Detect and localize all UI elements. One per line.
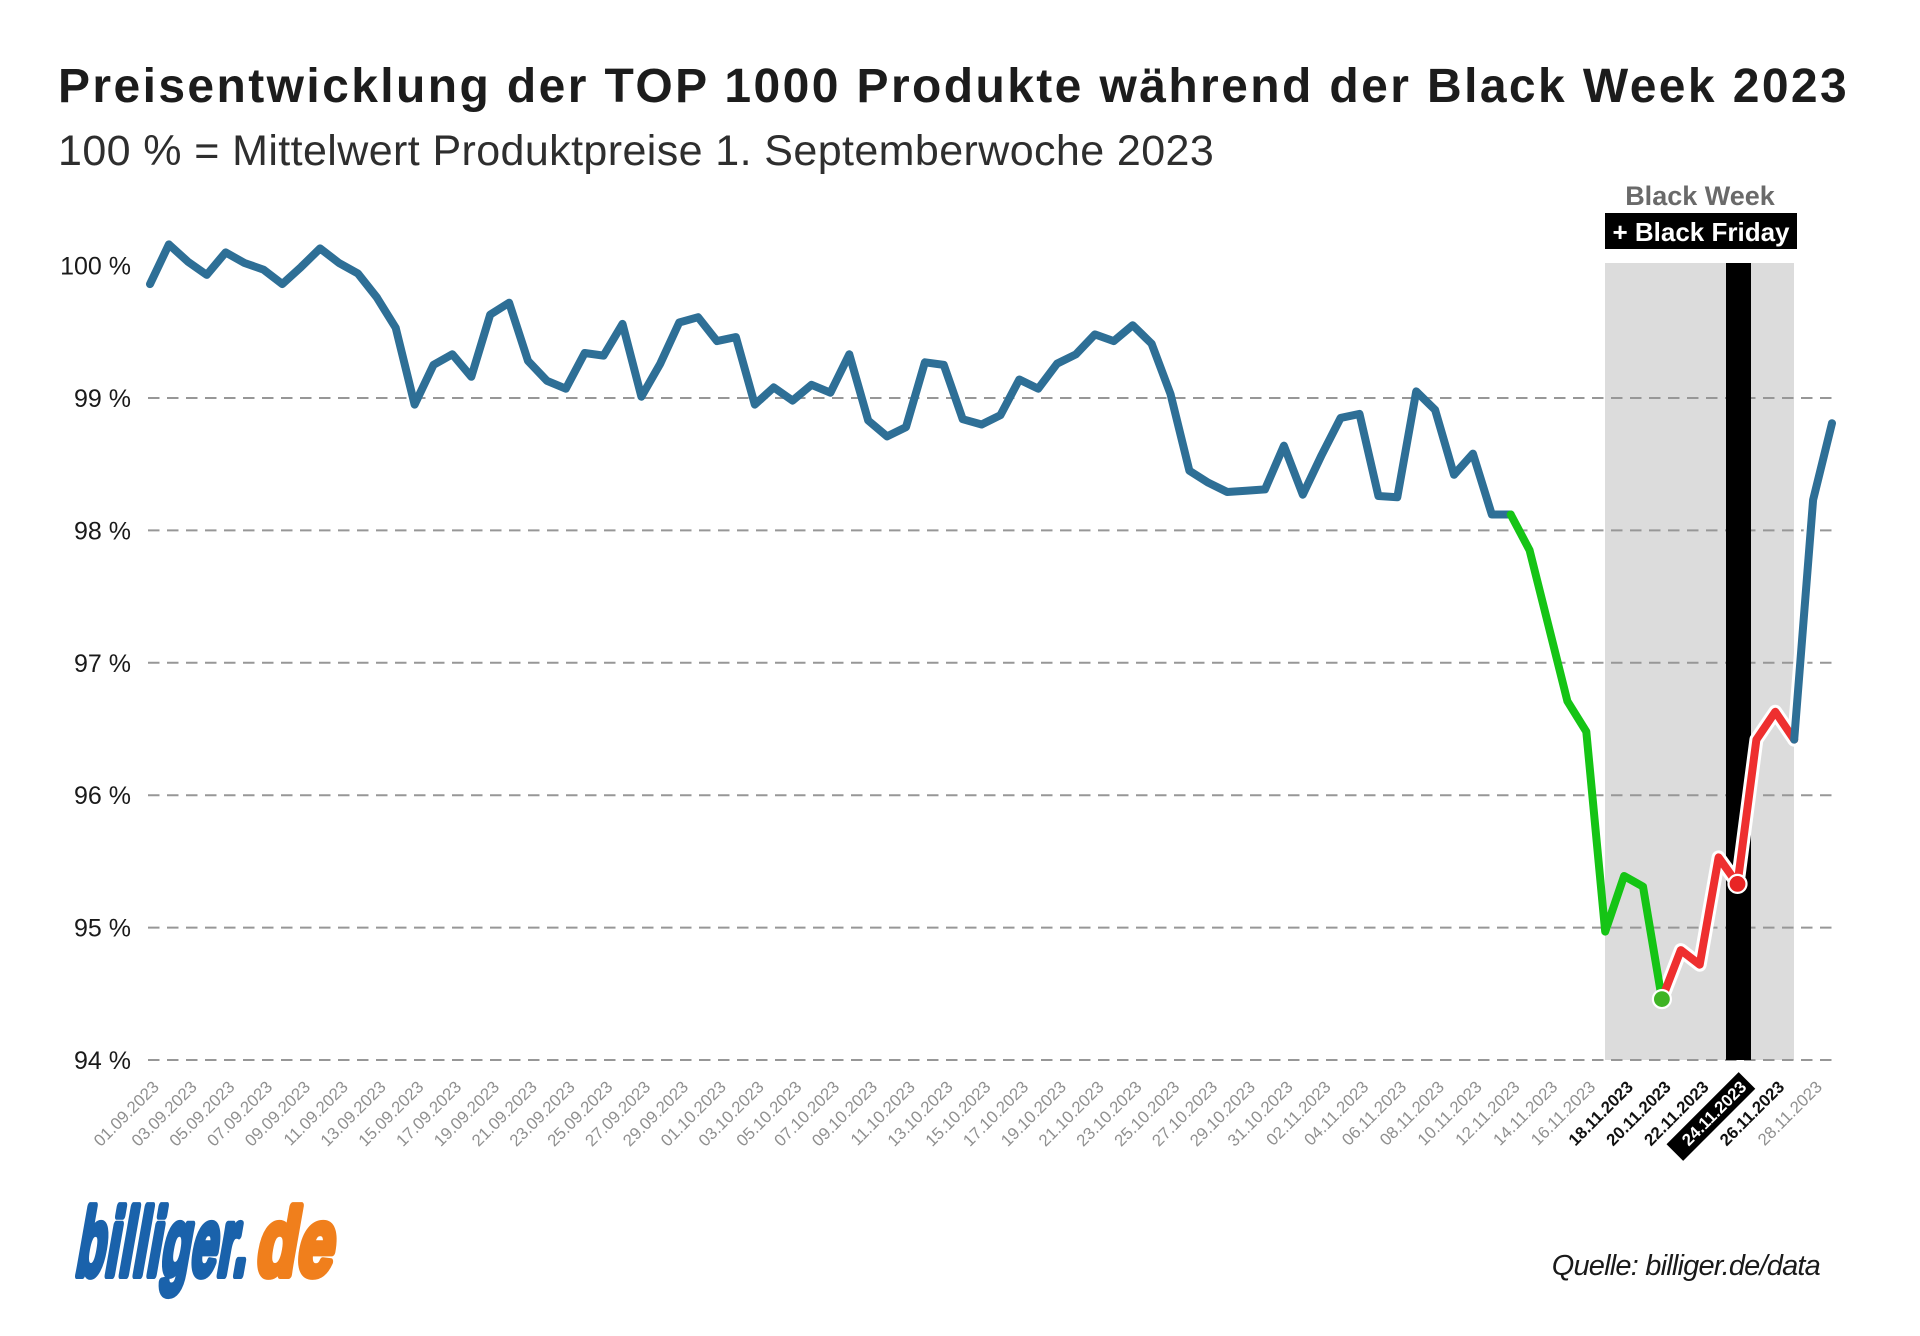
svg-text:94 %: 94 %	[74, 1047, 131, 1075]
svg-text:Preisentwicklung der TOP 1000: Preisentwicklung der TOP 1000 Produkte w…	[58, 60, 1849, 113]
svg-text:97 %: 97 %	[74, 650, 131, 678]
svg-text:Quelle: billiger.de/data: Quelle: billiger.de/data	[1552, 1250, 1821, 1282]
svg-text:+ Black Friday: + Black Friday	[1612, 217, 1790, 247]
svg-text:billiger.: billiger.	[70, 1190, 261, 1297]
svg-text:98 %: 98 %	[74, 517, 131, 545]
svg-text:100 % = Mittelwert Produktprei: 100 % = Mittelwert Produktpreise 1. Sept…	[58, 127, 1214, 175]
svg-text:99 %: 99 %	[74, 385, 131, 413]
svg-text:95 %: 95 %	[74, 915, 131, 943]
svg-text:100 %: 100 %	[60, 253, 131, 281]
svg-text:96 %: 96 %	[74, 782, 131, 810]
svg-text:Black Week: Black Week	[1625, 181, 1776, 211]
